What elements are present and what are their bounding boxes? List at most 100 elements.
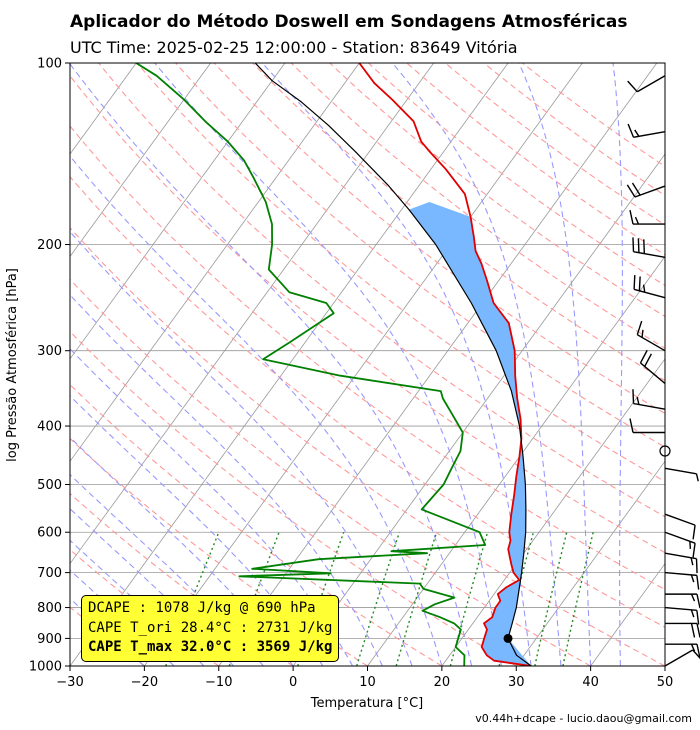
wind-barb-flag <box>639 349 648 364</box>
y-tick-label: 400 <box>37 420 62 435</box>
mixing-ratio-line <box>562 532 594 666</box>
dry-adiabat-line <box>136 63 665 483</box>
wind-barb-flag <box>631 182 641 196</box>
wind-barb-flag <box>634 216 640 225</box>
moist-adiabat-line <box>518 63 592 666</box>
isotherm-line <box>590 562 665 666</box>
dry-adiabat-line <box>70 125 665 591</box>
x-tick-label: −20 <box>131 675 158 690</box>
dry-adiabat-line <box>70 330 517 666</box>
dry-adiabat-line <box>252 63 665 382</box>
dry-adiabat-line <box>522 63 665 168</box>
moist-adiabat-line <box>391 63 562 666</box>
isotherm-line <box>70 63 435 565</box>
wind-barb-flag <box>627 123 635 138</box>
wind-barb-flag <box>696 610 700 625</box>
moist-adiabat-line <box>70 473 264 666</box>
x-tick-label: −10 <box>205 675 232 690</box>
dry-adiabat-line <box>444 63 665 226</box>
moist-adiabat-line <box>70 230 413 666</box>
wind-barb-flag <box>692 649 700 660</box>
wind-barb <box>664 467 699 482</box>
moist-adiabat-line <box>70 155 443 666</box>
wind-barb <box>632 389 666 410</box>
wind-barb <box>639 349 666 385</box>
wind-barb-flag <box>636 396 640 405</box>
wind-barb-flag <box>690 593 696 602</box>
wind-barb-flag <box>629 418 634 433</box>
dcape-line: DCAPE : 1078 J/kg @ 690 hPa <box>88 600 316 616</box>
x-tick-label: 40 <box>582 675 599 690</box>
dry-adiabat-line <box>367 63 665 287</box>
wind-barb-flag <box>696 575 700 590</box>
parcel-path-line <box>254 63 532 666</box>
mixing-ratio-line <box>356 531 401 666</box>
profile-curves <box>135 63 532 666</box>
wind-barb-flag <box>633 275 636 290</box>
wind-barb-shaft <box>664 649 694 667</box>
wind-barb <box>664 531 696 558</box>
isotherm-line <box>70 63 360 462</box>
wind-barb-flag <box>627 80 638 93</box>
moist-adiabat-line <box>70 539 205 666</box>
cape-max-line: CAPE T_max 32.0°C : 3569 J/kg <box>88 639 333 655</box>
wind-barb-flag <box>644 353 653 367</box>
wind-barb-flag <box>643 239 646 254</box>
y-tick-label: 200 <box>37 238 62 253</box>
y-tick-label: 700 <box>37 566 62 581</box>
wind-barb-flag <box>690 643 696 652</box>
wind-barb <box>665 622 700 638</box>
dry-adiabat-line <box>70 175 665 628</box>
wind-barb-shaft <box>664 467 697 475</box>
indices-box: DCAPE : 1078 J/kg @ 690 hPa CAPE T_ori 2… <box>81 595 340 662</box>
wind-barb-flag <box>638 276 641 291</box>
mixing-ratio-line <box>395 531 438 666</box>
wind-barb-flag <box>636 320 643 335</box>
lcl-marker <box>503 633 513 643</box>
isotherm-line <box>144 63 583 666</box>
dry-adiabat-line <box>70 383 443 666</box>
y-tick-label: 1000 <box>29 660 62 675</box>
wind-barb-flag <box>690 557 694 566</box>
cape-area-layer <box>409 202 532 666</box>
background-lines <box>70 63 665 666</box>
calm-wind-circle <box>659 445 671 457</box>
chart-title: Aplicador do Método Doswell em Sondagens… <box>70 12 628 32</box>
moist-adiabat-line <box>612 63 623 666</box>
chart-subtitle: UTC Time: 2025-02-25 12:00:00 - Station:… <box>70 38 518 57</box>
temperature-line <box>358 63 532 666</box>
wind-barb <box>664 552 698 574</box>
isotherm-line <box>70 63 286 360</box>
isotherm-line <box>515 460 665 666</box>
moist-adiabat-line <box>261 63 532 666</box>
wind-barb <box>664 513 696 540</box>
dry-adiabat-line <box>98 63 665 518</box>
isotherm-line <box>367 255 665 666</box>
wind-barb-flag <box>637 238 640 253</box>
x-tick-label: 50 <box>657 675 674 690</box>
mixing-ratio-line <box>449 532 489 666</box>
dry-adiabat-line <box>70 548 220 666</box>
wind-barb-flag <box>690 609 695 618</box>
x-tick-label: −30 <box>56 675 83 690</box>
wind-barb-flag <box>632 389 635 404</box>
x-tick-label: 30 <box>508 675 525 690</box>
cape-original-line: CAPE T_ori 28.4°C : 2731 J/kg <box>88 619 333 636</box>
wind-barb-flag <box>634 129 640 137</box>
y-axis: 100 200 300 400 500 600 700 800 900 1000 <box>29 57 70 675</box>
y-tick-label: 900 <box>37 632 62 647</box>
moist-adiabat-line <box>70 63 473 666</box>
x-tick-label: 20 <box>434 675 451 690</box>
wind-barb <box>665 593 700 609</box>
isotherm-line <box>70 63 211 258</box>
isotherm-line <box>441 358 665 666</box>
isotherm-line <box>218 63 658 666</box>
wind-barb-flag <box>695 558 698 574</box>
wind-barb <box>627 75 666 93</box>
wind-barb <box>632 237 666 258</box>
x-tick-label: 0 <box>289 675 297 690</box>
isotherm-line <box>70 63 137 155</box>
wind-barb <box>664 606 700 625</box>
dry-adiabat-line <box>70 606 145 666</box>
wind-barb <box>626 182 666 198</box>
